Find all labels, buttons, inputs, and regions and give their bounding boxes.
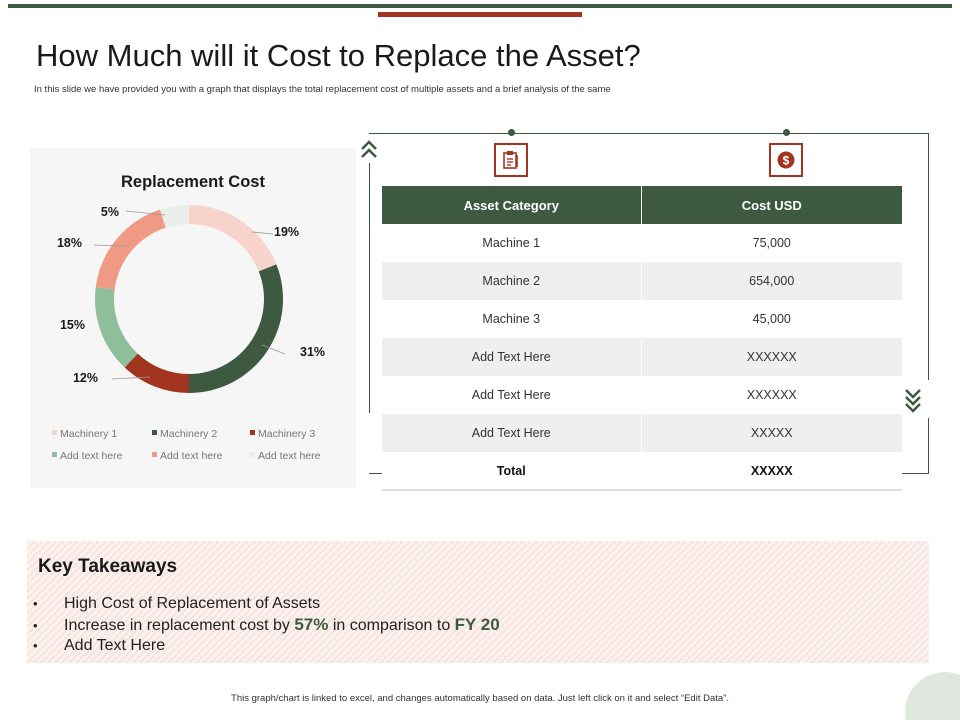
data-label: 12% [73,371,98,385]
clipboard-icon [494,143,528,177]
takeaway-percent: 57% [294,615,329,634]
cost-cell: 654,000 [641,262,902,300]
legend-label: Add text here [60,450,123,462]
takeaway-text: in comparison to [328,617,455,634]
legend-label: Machinery 2 [160,428,217,440]
table-row: Add Text Here XXXXX [382,414,902,452]
frame-dot [508,129,515,136]
page-subtitle: In this slide we have provided you with … [34,84,611,95]
top-border-line [8,4,952,8]
asset-name-cell: Machine 3 [382,300,642,338]
donut-slice[interactable] [189,205,277,272]
cost-cell: XXXXXX [641,376,902,414]
chart-title: Replacement Cost [121,173,265,191]
leader-line [261,344,286,355]
takeaway-text: High Cost of Replacement of Assets [64,595,321,612]
legend-swatch [52,430,57,435]
bullet: • [33,618,38,633]
bullet: • [33,596,38,611]
data-label: 19% [274,225,299,239]
legend-swatch [52,452,57,457]
legend-swatch [152,452,157,457]
leader-line [111,376,151,380]
dollar-icon: $ [769,143,803,177]
page-title: How Much will it Cost to Replace the Ass… [36,38,641,73]
list-item: • Add Text Here [33,635,500,656]
cost-table: Asset Category Cost USD Machine 1 75,000… [382,186,902,491]
takeaways-heading: Key Takeaways [38,556,178,577]
table-frame-left [369,163,370,413]
chart-panel[interactable]: Replacement Cost 19% 31% 12% 15% 18% 5% Machine… [30,148,356,488]
title-accent-bar [378,12,582,17]
list-item: • High Cost of Replacement of Assets [33,593,500,614]
table-total-row: Total XXXXX [382,452,902,491]
cost-cell: 75,000 [641,224,902,262]
frame-dot [783,129,790,136]
donut-chart[interactable]: Replacement Cost 19% 31% 12% 15% 18% 5% Machine… [30,148,356,488]
total-value-cell: XXXXX [641,452,902,491]
asset-name-cell: Add Text Here [382,338,642,376]
donut-slice[interactable] [95,209,166,290]
legend-swatch [250,430,255,435]
takeaway-text: Increase in replacement cost by [64,617,295,634]
leader-line [93,244,127,247]
legend-label: Machinery 3 [258,428,315,440]
data-label: 5% [101,205,119,219]
asset-name-cell: Add Text Here [382,376,642,414]
chevron-up-icon [361,140,377,158]
table-row: Add Text Here XXXXXX [382,376,902,414]
table-row: Machine 2 654,000 [382,262,902,300]
cost-cell: XXXXX [641,414,902,452]
table-header-row: Asset Category Cost USD [382,186,902,224]
footer-note: This graph/chart is linked to excel, and… [231,693,729,704]
table-row: Machine 1 75,000 [382,224,902,262]
asset-name-cell: Add Text Here [382,414,642,452]
bullet: • [33,638,38,653]
table-row: Machine 3 45,000 [382,300,902,338]
donut-slice[interactable] [159,205,189,228]
donut-slice[interactable] [95,287,138,368]
data-label: 15% [60,318,85,332]
legend-swatch [152,430,157,435]
takeaway-text: Add Text Here [64,637,166,654]
legend-label: Add text here [258,450,321,462]
cost-cell: 45,000 [641,300,902,338]
takeaways-list: • High Cost of Replacement of Assets • Inc… [33,593,500,656]
total-label-cell: Total [382,452,642,491]
key-takeaways-panel: Key Takeaways • High Cost of Replacement … [27,541,929,663]
header-cost-usd: Cost USD [641,186,902,224]
frame-gap [905,380,935,418]
chevron-down-icon [905,389,921,413]
svg-text:$: $ [783,154,790,168]
data-label: 18% [57,236,82,250]
decorative-blob [905,672,960,720]
table-row: Add Text Here XXXXXX [382,338,902,376]
leader-line [125,210,166,216]
donut-slice[interactable] [189,264,283,393]
header-asset-category: Asset Category [382,186,642,224]
leader-line [251,231,274,235]
legend-label: Machinery 1 [60,428,117,440]
legend-swatch [250,452,255,457]
data-label: 31% [300,345,325,359]
list-item: • Increase in replacement cost by 57% in … [33,614,500,635]
legend-label: Add text here [160,450,223,462]
asset-name-cell: Machine 2 [382,262,642,300]
asset-name-cell: Machine 1 [382,224,642,262]
cost-cell: XXXXXX [641,338,902,376]
takeaway-fiscal-year: FY 20 [454,615,500,634]
donut-slice[interactable] [124,353,189,393]
